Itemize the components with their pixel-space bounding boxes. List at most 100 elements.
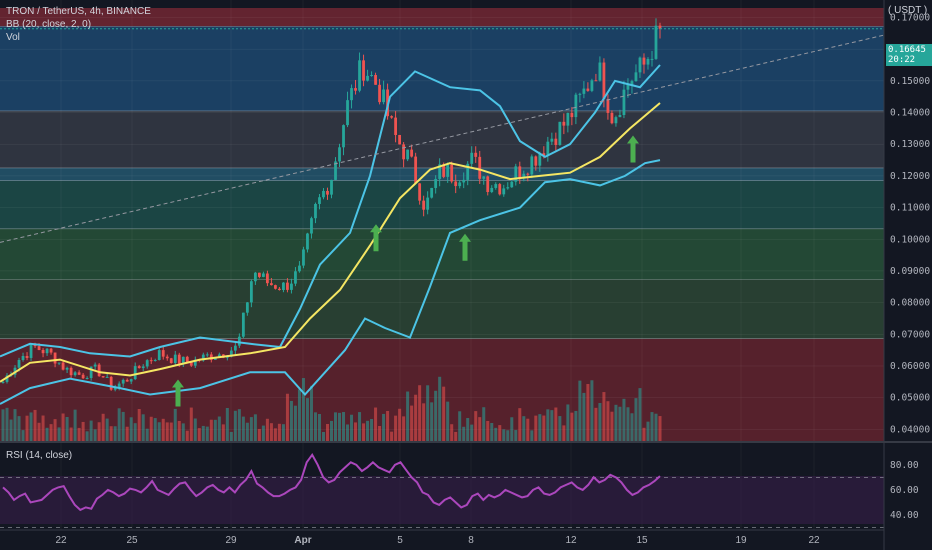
symbol-legend[interactable]: TRON / TetherUS, 4h, BINANCE: [6, 6, 151, 17]
candle-body: [510, 181, 514, 188]
time-axis[interactable]: 22 25 29 Apr 5 8 12 15 19 22: [55, 535, 820, 546]
price-tick: 0.09000: [890, 266, 930, 277]
volume-bar: [570, 412, 574, 442]
candle-body: [57, 362, 61, 364]
candle-body: [414, 156, 418, 184]
candle-body: [470, 152, 474, 164]
candle-body: [101, 376, 105, 378]
candle-body: [422, 200, 426, 210]
volume-bar: [470, 424, 474, 442]
candle-body: [474, 152, 478, 157]
candle-body: [506, 187, 510, 189]
price-tick: 0.14000: [890, 108, 930, 119]
candle-body: [478, 156, 482, 179]
volume-bar: [406, 391, 410, 442]
candle-body: [17, 359, 21, 368]
price-tick: 0.17000: [890, 13, 930, 24]
candle-body: [462, 179, 466, 183]
volume-bar: [534, 415, 538, 442]
price-tick: 0.06000: [890, 361, 930, 372]
volume-bar: [462, 426, 466, 442]
volume-bar: [65, 417, 69, 442]
rsi-legend[interactable]: RSI (14, close): [6, 450, 73, 461]
candle-body: [125, 379, 129, 382]
candle-body: [642, 57, 646, 65]
candle-body: [374, 74, 377, 85]
candle-body: [97, 364, 101, 377]
volume-bar: [394, 415, 398, 442]
volume-bar: [506, 430, 510, 442]
volume-bar: [642, 427, 646, 442]
volume-bar: [221, 424, 225, 442]
volume-bar: [602, 392, 606, 442]
candle-body: [542, 153, 546, 156]
volume-bar: [101, 413, 105, 442]
trend-line[interactable]: [0, 34, 885, 243]
time-tick: 22: [808, 535, 820, 546]
volume-bar: [117, 408, 121, 442]
volume-bar: [169, 422, 173, 442]
bollinger-basis-line: [0, 102, 661, 383]
volume-bar: [25, 415, 29, 442]
candle-body: [117, 383, 121, 388]
volume-bar: [390, 431, 394, 442]
volume-bar: [253, 414, 257, 442]
volume-bar: [125, 426, 129, 442]
volume-bar: [69, 427, 73, 442]
candle-body: [266, 273, 269, 284]
volume-bar: [61, 413, 65, 442]
volume-bar: [201, 425, 205, 442]
currency-label: USDT: [894, 5, 922, 16]
candle-body: [554, 138, 558, 145]
time-tick: 19: [735, 535, 747, 546]
candle-body: [21, 356, 25, 360]
volume-bar: [1, 409, 5, 442]
price-tick: 0.15000: [890, 76, 930, 87]
volume-bar: [113, 426, 117, 442]
candle-body: [261, 273, 265, 277]
candle-body: [326, 190, 329, 195]
volume-bar: [261, 425, 265, 442]
price-tick: 0.04000: [890, 424, 930, 435]
candle-body: [654, 25, 658, 59]
price-axis[interactable]: 0.170000.160000.150000.140000.130000.120…: [890, 13, 930, 436]
candle-body: [165, 356, 169, 359]
candle-body: [582, 88, 586, 94]
bb-legend[interactable]: BB (20, close, 2, 0): [6, 19, 92, 30]
candle-body: [157, 350, 161, 361]
volume-bar: [5, 407, 9, 442]
candle-body: [93, 364, 97, 367]
last-price-badge: 0.16645 20:22: [886, 44, 932, 66]
volume-bar: [45, 427, 49, 442]
vol-legend[interactable]: Vol: [6, 32, 20, 43]
candle-body: [169, 358, 173, 364]
volume-bar: [634, 398, 638, 442]
candle-body: [177, 354, 181, 364]
candle-body: [181, 356, 185, 364]
candle-body: [630, 81, 634, 85]
volume-bar: [590, 380, 594, 442]
candle-body: [318, 197, 321, 204]
time-tick: Apr: [294, 535, 311, 546]
volume-bar: [362, 423, 366, 442]
candle-body: [73, 372, 77, 376]
volume-bar: [205, 426, 209, 442]
volume-bar: [526, 418, 530, 442]
last-price-value: 0.16645: [888, 45, 926, 55]
candle-body: [306, 233, 309, 250]
volume-bar: [213, 419, 217, 442]
candle-body: [49, 348, 53, 353]
volume-bar: [265, 418, 269, 442]
volume-bar: [594, 407, 598, 442]
volume-bar: [354, 422, 358, 442]
candle-body: [346, 100, 349, 126]
volume-bar: [510, 417, 514, 442]
currency-selector[interactable]: ( USDT ): [888, 5, 928, 16]
candle-body: [550, 138, 554, 142]
zone: [0, 180, 884, 229]
volume-bar: [173, 408, 177, 442]
volume-bar: [97, 422, 101, 442]
candle-body: [185, 356, 189, 363]
candle-body: [538, 153, 542, 166]
